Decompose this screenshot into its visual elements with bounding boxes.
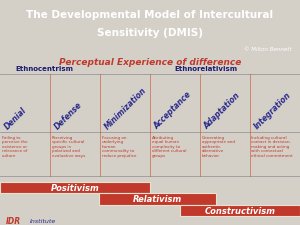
Text: Adaptation: Adaptation: [202, 91, 242, 131]
Text: Acceptance: Acceptance: [153, 90, 194, 131]
Text: Including cultural
contact in decision-
making and acting
with contextual
ethica: Including cultural contact in decision- …: [251, 135, 293, 157]
Text: Integration: Integration: [253, 90, 293, 131]
Text: Institute: Institute: [29, 218, 56, 223]
Text: Attributing
equal human
complexity to
different cultural
groups: Attributing equal human complexity to di…: [152, 135, 186, 157]
Text: IDR: IDR: [6, 216, 21, 225]
Text: Minimization: Minimization: [103, 86, 148, 131]
Text: Perceiving
specific cultural
groups in
polarized and
evaluative ways: Perceiving specific cultural groups in p…: [52, 135, 85, 157]
Text: Defense: Defense: [52, 100, 84, 131]
Text: Relativism: Relativism: [133, 195, 182, 204]
Text: Focusing on
underlying
human
commonality to
reduce prejudice: Focusing on underlying human commonality…: [101, 135, 136, 157]
Text: Generating
appropriate and
authentic
alternative
behavior: Generating appropriate and authentic alt…: [202, 135, 235, 157]
FancyBboxPatch shape: [0, 182, 150, 194]
Text: Sensitivity (DMIS): Sensitivity (DMIS): [97, 28, 203, 38]
Text: Positivism: Positivism: [51, 184, 99, 193]
Text: Perceptual Experience of difference: Perceptual Experience of difference: [59, 58, 241, 67]
Text: Constructivism: Constructivism: [205, 206, 275, 215]
FancyBboxPatch shape: [180, 205, 300, 216]
FancyBboxPatch shape: [99, 194, 216, 205]
Text: © Milton Bennett: © Milton Bennett: [244, 47, 291, 52]
Text: Denial: Denial: [3, 105, 28, 131]
Text: Failing to
perceive the
existence or
relevance of
culture: Failing to perceive the existence or rel…: [2, 135, 27, 157]
Text: Ethnocentrism: Ethnocentrism: [15, 66, 73, 72]
Text: The Developmental Model of Intercultural: The Developmental Model of Intercultural: [26, 10, 274, 20]
Text: Ethnorelativism: Ethnorelativism: [174, 66, 237, 72]
